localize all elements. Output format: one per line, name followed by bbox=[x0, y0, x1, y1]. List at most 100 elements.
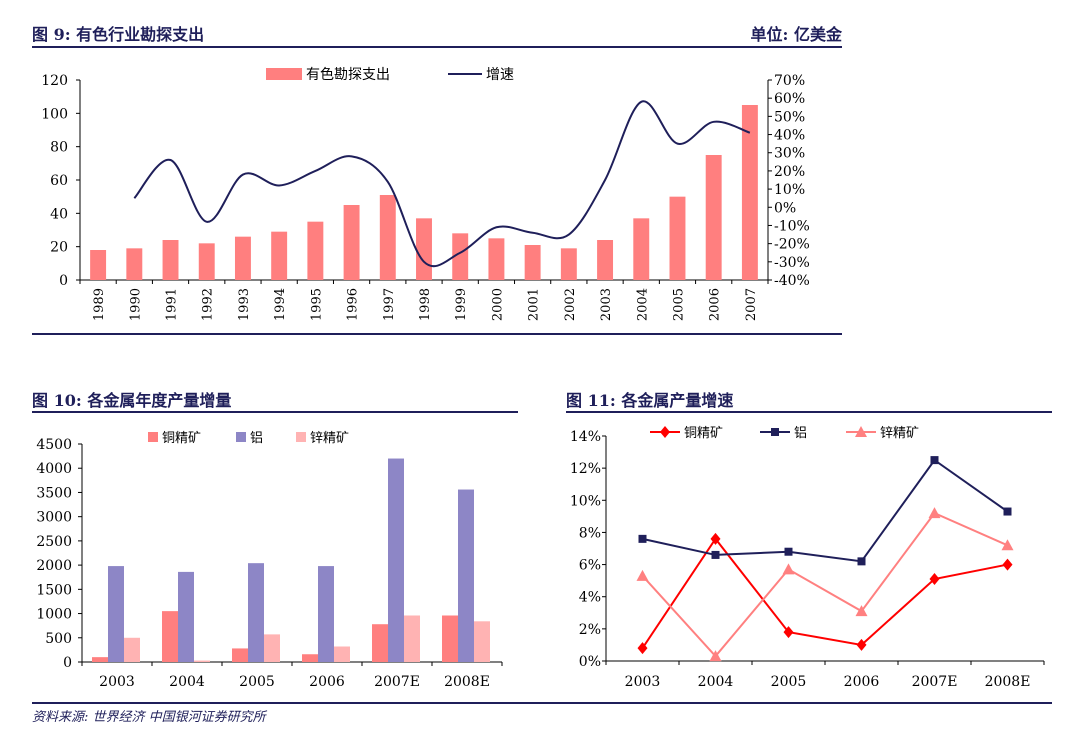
fig11-point bbox=[709, 650, 722, 662]
fig9-bar bbox=[633, 218, 650, 280]
fig11-y-tick-label: 4% bbox=[579, 590, 601, 606]
fig10-bar bbox=[388, 458, 404, 662]
fig9-left-tick-label: 0 bbox=[59, 273, 68, 289]
fig11-top-rule bbox=[566, 411, 1052, 413]
fig10-y-tick-label: 3000 bbox=[36, 510, 72, 526]
fig10-chart: 0 500 1000 1500 2000 2500 3000 3500 4000 4500 2003… bbox=[36, 431, 503, 690]
fig10-x-label: 2003 bbox=[99, 674, 135, 690]
fig11-y-tick-label: 6% bbox=[579, 558, 601, 574]
fig11-y-tick-label: 8% bbox=[579, 525, 601, 541]
fig11-x-label: 2003 bbox=[625, 674, 661, 690]
fig9-bar bbox=[416, 218, 432, 280]
fig9-x-label: 1992 bbox=[201, 288, 216, 321]
fig10-legend-label: 铜精矿 bbox=[162, 431, 201, 446]
fig9-left-tick-label: 100 bbox=[41, 106, 68, 122]
fig9-legend-line-label: 增速 bbox=[486, 67, 514, 83]
fig10-bar bbox=[458, 489, 474, 662]
fig9-x-label: 1999 bbox=[454, 288, 469, 321]
fig10-bar bbox=[92, 657, 108, 662]
fig10-y-tick-label: 4500 bbox=[36, 437, 72, 453]
fig11-point bbox=[783, 626, 794, 639]
fig9-x-label: 1993 bbox=[237, 288, 252, 321]
fig11-point bbox=[855, 605, 868, 617]
fig11-y-tick-label: 2% bbox=[579, 622, 601, 638]
fig10-x-label: 2008E bbox=[444, 674, 490, 690]
fig10-title: 图 10: 各金属年度产量增量 bbox=[32, 391, 232, 410]
fig10-bar bbox=[442, 615, 458, 662]
fig9-bar bbox=[271, 231, 288, 280]
fig9-right-tick-label: -30% bbox=[774, 255, 810, 271]
fig11-point bbox=[710, 532, 721, 545]
fig10-legend-label: 铝 bbox=[250, 431, 263, 446]
fig9-x-label: 1995 bbox=[309, 288, 324, 321]
source-note: 资料来源: 世界经济 中国银河证券研究所 bbox=[32, 710, 266, 725]
fig11-legend-marker bbox=[855, 426, 867, 437]
fig10-bar bbox=[264, 634, 280, 662]
fig9-right-tick-label: -20% bbox=[774, 237, 810, 253]
fig11-legend-label: 铝 bbox=[794, 426, 807, 441]
fig10-bar bbox=[372, 624, 388, 662]
fig11-point bbox=[930, 456, 939, 465]
fig10-bar bbox=[162, 611, 178, 662]
fig11-point bbox=[1003, 507, 1012, 516]
fig10-legend-swatch bbox=[296, 432, 306, 442]
fig9-left-tick-label: 40 bbox=[50, 206, 68, 222]
fig9-x-label: 1997 bbox=[382, 288, 397, 321]
fig9-x-label: 1990 bbox=[128, 288, 143, 321]
fig9-x-label: 1989 bbox=[92, 288, 107, 321]
fig9-right-tick-label: 30% bbox=[774, 146, 805, 162]
fig9-right-tick-label: 20% bbox=[774, 164, 805, 180]
fig9-bar bbox=[307, 221, 324, 280]
fig9-x-label: 1998 bbox=[418, 288, 433, 321]
fig9-right-tick-label: 60% bbox=[774, 91, 805, 107]
fig11-point bbox=[637, 642, 648, 655]
footer-rule bbox=[32, 702, 1052, 704]
fig11-y-tick-label: 0% bbox=[579, 654, 601, 670]
fig11-y-tick-label: 10% bbox=[570, 493, 601, 509]
fig10-bar bbox=[248, 563, 264, 662]
fig11-point bbox=[784, 547, 793, 556]
fig9-unit: 单位: 亿美金 bbox=[750, 25, 842, 44]
fig9-x-label: 2005 bbox=[671, 288, 686, 321]
fig10-bar bbox=[232, 648, 248, 662]
fig11-point bbox=[1001, 539, 1014, 551]
fig11-y-tick-label: 14% bbox=[570, 429, 601, 445]
fig10-bar bbox=[108, 566, 124, 662]
fig11-x-label: 2004 bbox=[698, 674, 734, 690]
fig10-bar bbox=[178, 571, 194, 662]
fig9-bar bbox=[90, 250, 107, 280]
fig9-x-label: 2004 bbox=[635, 288, 650, 321]
fig10-legend-swatch bbox=[148, 432, 158, 442]
fig9-right-tick-label: 0% bbox=[774, 200, 796, 216]
fig11-legend-marker bbox=[660, 426, 670, 438]
fig10-x-label: 2005 bbox=[239, 674, 275, 690]
fig9-right-tick-label: 70% bbox=[774, 73, 805, 89]
fig11-point bbox=[1002, 558, 1013, 571]
fig9-x-label: 2003 bbox=[599, 288, 614, 321]
fig9-bar bbox=[705, 155, 722, 280]
fig10-legend-swatch bbox=[236, 432, 246, 442]
fig11-x-label: 2005 bbox=[771, 674, 807, 690]
fig11-legend-marker bbox=[771, 428, 779, 436]
fig9-x-label: 2001 bbox=[527, 288, 542, 321]
fig11-point bbox=[856, 638, 867, 651]
fig10-bar bbox=[124, 637, 140, 662]
fig9-bar bbox=[343, 205, 360, 280]
fig9-left-tick-label: 60 bbox=[50, 173, 68, 189]
fig9-right-tick-label: -40% bbox=[774, 273, 810, 289]
fig9-right-tick-label: -10% bbox=[774, 218, 810, 234]
fig9-bar bbox=[198, 243, 215, 280]
fig9-x-label: 1996 bbox=[346, 288, 361, 321]
fig9-title: 图 9: 有色行业勘探支出 bbox=[32, 25, 205, 44]
fig9-bar bbox=[669, 196, 686, 280]
fig11-x-label: 2007E bbox=[912, 674, 958, 690]
fig10-legend-label: 锌精矿 bbox=[310, 431, 349, 446]
fig9-x-label: 1994 bbox=[273, 288, 288, 321]
fig10-bar bbox=[334, 646, 350, 662]
fig9-bar bbox=[452, 233, 469, 280]
fig9-right-tick-label: 10% bbox=[774, 182, 805, 198]
fig11-series-line bbox=[642, 458, 1009, 563]
fig9-top-rule bbox=[32, 46, 842, 48]
fig9-bar bbox=[234, 236, 251, 280]
fig11-point bbox=[638, 534, 647, 543]
